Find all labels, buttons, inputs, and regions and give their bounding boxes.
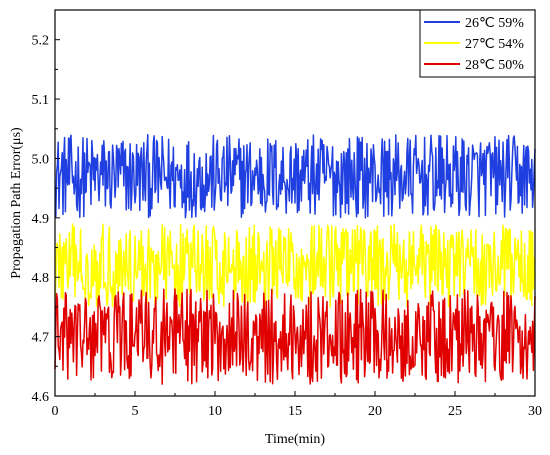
series-layer [54,133,536,385]
y-tick-label: 5.2 [32,34,50,49]
x-tick-label: 0 [52,404,59,419]
y-tick-label: 4.7 [32,331,50,346]
y-tick-label: 5.0 [32,152,50,167]
y-tick-label: 5.1 [32,93,50,108]
y-axis-title: Propagation Path Error(μs) [9,127,24,279]
legend: 26℃ 59% 27℃ 54% 28℃ 50% [419,9,536,78]
x-tick-label: 20 [368,404,382,419]
series-line-3 [54,288,536,385]
y-tick-label: 4.6 [32,390,50,405]
x-tick-label: 10 [208,404,222,419]
x-tick-label: 30 [528,404,542,419]
x-tick-label: 25 [448,404,462,419]
axes-layer: 0 5 10 15 20 25 30 4.6 4.7 4.8 4.9 5.0 5.1 5.2 [32,34,543,419]
x-tick-label: 15 [288,404,302,419]
y-tick-label: 4.8 [32,271,50,286]
series-line-2 [54,223,536,308]
legend-label-2: 27℃ 54% [465,37,524,52]
x-tick-label: 5 [132,404,139,419]
legend-label-1: 26℃ 59% [465,16,524,31]
legend-label-3: 28℃ 50% [465,58,524,73]
series-line-1 [54,133,536,219]
x-axis-title: Time(min) [265,432,325,447]
y-tick-label: 4.9 [32,212,50,227]
